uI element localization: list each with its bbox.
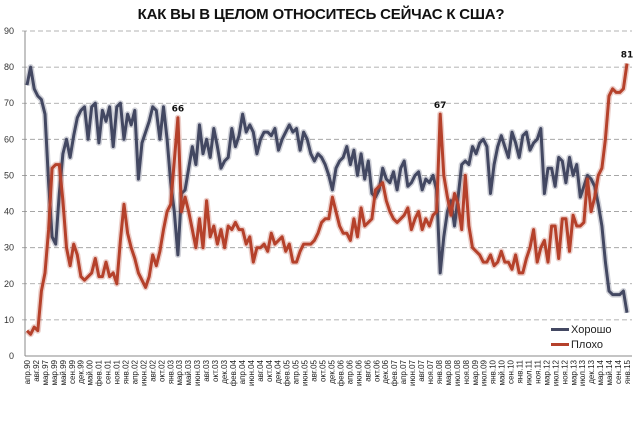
x-tick-label: дек.06 xyxy=(381,359,390,383)
x-tick-label: дек.05 xyxy=(327,359,336,383)
series-line xyxy=(25,63,629,336)
y-tick-label: 10 xyxy=(4,315,14,325)
x-tick-label: фев.07 xyxy=(390,359,399,386)
legend: Хорошо Плохо xyxy=(551,322,612,352)
x-tick-label: апр.02 xyxy=(130,359,139,384)
x-tick-label: ноя.12 xyxy=(560,359,569,384)
x-tick-label: окт.02 xyxy=(157,359,166,381)
x-tick-label: авг.92 xyxy=(32,359,41,381)
x-axis: апр.90 авг.92 мар.97 мар.99 май.99 сен.99 дек.… xyxy=(23,359,632,386)
x-tick-label: мар.09 xyxy=(471,359,480,385)
data-label: 67 xyxy=(434,101,447,111)
x-tick-label: июн.02 xyxy=(139,359,148,386)
legend-item-good: Хорошо xyxy=(551,322,612,337)
x-tick-label: июн.03 xyxy=(193,359,202,386)
x-tick-label: мар.03 xyxy=(175,359,184,385)
legend-swatch-bad xyxy=(551,343,569,346)
series-lines xyxy=(24,63,630,338)
x-tick-label: ноя.01 xyxy=(113,359,122,384)
x-tick-label: май.03 xyxy=(184,359,193,385)
x-tick-label: окт.04 xyxy=(265,359,274,381)
x-tick-label: сен.14 xyxy=(614,359,623,384)
y-tick-label: 50 xyxy=(4,170,14,180)
series-line xyxy=(25,65,629,313)
x-tick-label: апр.90 xyxy=(23,359,32,384)
legend-swatch-good xyxy=(551,328,569,331)
x-tick-label: мар.13 xyxy=(569,359,578,385)
x-tick-label: фев.06 xyxy=(336,359,345,386)
y-tick-label: 20 xyxy=(4,279,14,289)
legend-item-bad: Плохо xyxy=(551,337,612,352)
data-label: 66 xyxy=(172,105,185,115)
x-tick-label: авг.06 xyxy=(363,359,372,381)
x-tick-label: янв.03 xyxy=(166,359,175,384)
x-tick-label: май.10 xyxy=(498,359,507,385)
x-tick-label: июл.11 xyxy=(524,359,533,385)
x-tick-label: июл.13 xyxy=(578,359,587,386)
x-tick-label: дек.99 xyxy=(77,359,86,383)
y-axis: 0 10 20 30 40 50 60 70 80 90 xyxy=(4,26,632,361)
x-tick-label: апр.07 xyxy=(399,359,408,384)
y-tick-label: 60 xyxy=(4,134,14,144)
x-tick-label: фев.05 xyxy=(283,359,292,386)
gridlines xyxy=(22,30,632,321)
x-tick-label: июл.12 xyxy=(551,359,560,386)
x-tick-label: июл.09 xyxy=(480,359,489,386)
x-tick-label: окт.03 xyxy=(211,359,220,381)
x-tick-label: авг.03 xyxy=(202,359,211,381)
y-tick-label: 40 xyxy=(4,207,14,217)
x-tick-label: авг.04 xyxy=(256,359,265,381)
x-tick-label: мар.08 xyxy=(444,359,453,385)
x-tick-label: дек.13 xyxy=(587,359,596,383)
legend-label-bad: Плохо xyxy=(571,338,603,351)
x-tick-label: янв.02 xyxy=(122,359,131,384)
x-tick-label: апр.05 xyxy=(292,359,301,384)
x-tick-label: мар.97 xyxy=(41,359,50,385)
x-tick-label: янв.10 xyxy=(489,359,498,384)
x-tick-label: янв.08 xyxy=(435,359,444,384)
data-annotations: 66 67 81 xyxy=(172,51,634,115)
x-tick-label: авг.02 xyxy=(148,359,157,381)
x-tick-label: май.14 xyxy=(605,359,614,385)
x-tick-label: фев.01 xyxy=(95,359,104,386)
x-tick-label: авг.07 xyxy=(417,359,426,381)
x-tick-label: июн.04 xyxy=(247,359,256,386)
x-tick-label: июн.05 xyxy=(301,359,310,386)
x-tick-label: май.00 xyxy=(86,359,95,385)
x-tick-label: июл.08 xyxy=(453,359,462,386)
x-tick-label: фев.04 xyxy=(229,359,238,386)
x-tick-label: мар.99 xyxy=(50,359,59,385)
x-tick-label: дек.04 xyxy=(274,359,283,383)
x-tick-label: июн.06 xyxy=(354,359,363,386)
x-tick-label: июн.07 xyxy=(408,359,417,386)
y-tick-label: 30 xyxy=(4,243,14,253)
y-tick-label: 90 xyxy=(4,26,14,36)
data-label: 81 xyxy=(621,51,634,61)
x-tick-label: сен.10 xyxy=(507,359,516,384)
x-tick-label: мар.12 xyxy=(542,359,551,385)
x-tick-label: авг.05 xyxy=(310,359,319,381)
x-tick-label: ноя.11 xyxy=(533,359,542,383)
y-tick-label: 0 xyxy=(9,351,14,361)
x-tick-label: мар.14 xyxy=(596,359,605,385)
x-tick-label: май.99 xyxy=(59,359,68,385)
x-tick-label: дек.03 xyxy=(220,359,229,383)
x-tick-label: сен.99 xyxy=(68,359,77,384)
y-tick-label: 70 xyxy=(4,98,14,108)
x-tick-label: ноя.08 xyxy=(462,359,471,384)
x-tick-label: ноя.07 xyxy=(426,359,435,384)
x-tick-label: сен.01 xyxy=(104,359,113,384)
x-tick-label: апр.06 xyxy=(345,359,354,384)
legend-label-good: Хорошо xyxy=(571,323,612,336)
y-tick-label: 80 xyxy=(4,62,14,72)
x-tick-label: янв.15 xyxy=(623,359,632,384)
x-tick-label: окт.05 xyxy=(319,359,328,381)
x-tick-label: янв.11 xyxy=(516,359,525,383)
x-tick-label: апр.04 xyxy=(238,359,247,384)
chart-title: КАК ВЫ В ЦЕЛОМ ОТНОСИТЕСЬ СЕЙЧАС К США? xyxy=(137,6,505,23)
x-tick-label: окт.06 xyxy=(372,359,381,381)
